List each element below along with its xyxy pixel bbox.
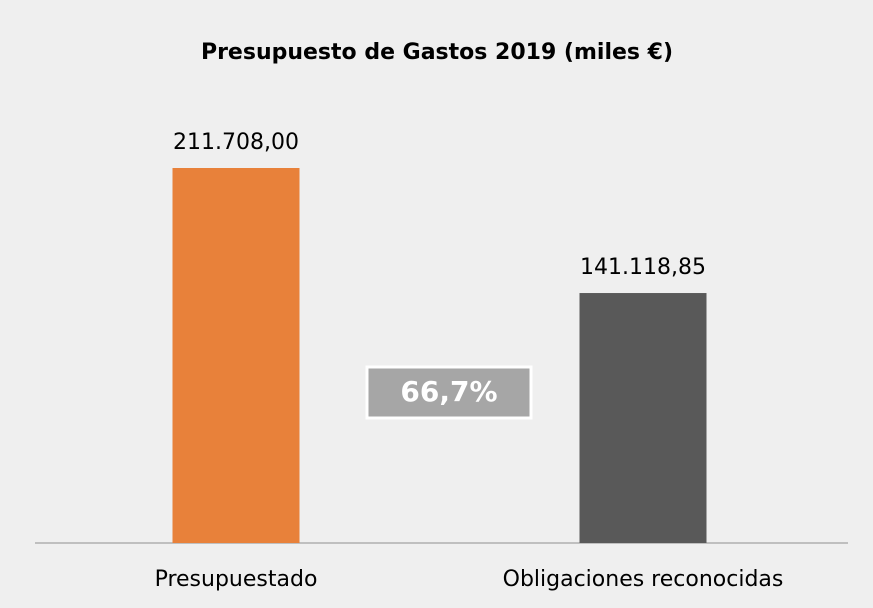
value-label: 141.118,85: [580, 255, 706, 280]
value-label: 211.708,00: [173, 130, 299, 155]
bar: [172, 168, 300, 543]
x-tick-label: Presupuestado: [155, 567, 318, 592]
bar: [579, 293, 707, 543]
annotation: 66,7%: [400, 375, 497, 408]
annotation-box: [365, 365, 533, 420]
chart-title: Presupuesto de Gastos 2019 (miles €): [201, 40, 673, 65]
x-tick-label: Obligaciones reconocidas: [503, 567, 784, 592]
